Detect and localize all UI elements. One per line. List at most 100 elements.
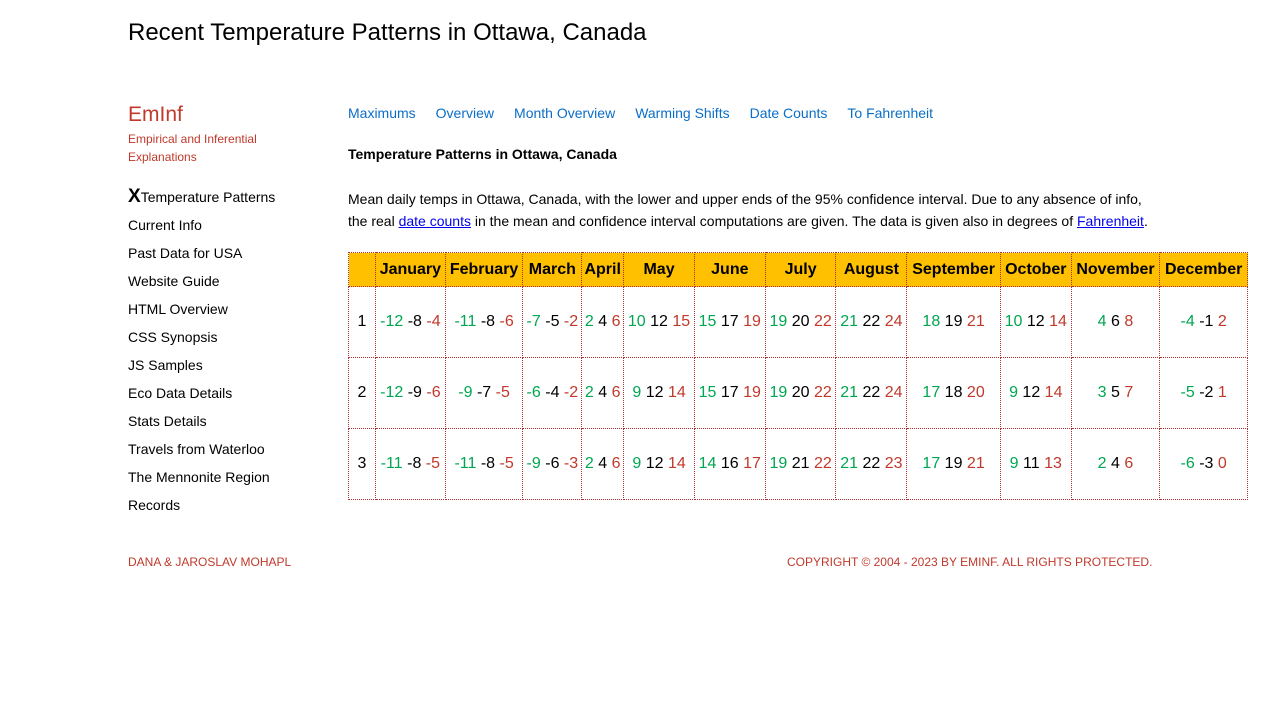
- top-nav-link[interactable]: Month Overview: [514, 105, 616, 121]
- temp-cell: 2 4 6: [581, 428, 625, 500]
- sidebar-item-label: Website Guide: [128, 273, 220, 289]
- sidebar-item[interactable]: Website Guide: [128, 267, 328, 295]
- temp-cell: 17 19 21: [906, 428, 1001, 500]
- upper-bound: 21: [966, 313, 985, 330]
- month-header: November: [1070, 252, 1161, 287]
- top-nav-link[interactable]: To Fahrenheit: [847, 105, 934, 121]
- lower-bound: -5: [1180, 384, 1195, 401]
- temp-cell: 2 4 6: [581, 286, 625, 358]
- top-nav-link[interactable]: Maximums: [348, 105, 416, 121]
- mean-temp: 22: [862, 313, 881, 330]
- lower-bound: 2: [584, 455, 594, 472]
- mean-temp: -5: [545, 313, 560, 330]
- month-header: June: [693, 252, 766, 287]
- sidebar-item[interactable]: XTemperature Patterns: [128, 183, 328, 211]
- sidebar-item[interactable]: The Mennonite Region: [128, 463, 328, 491]
- temp-cell: 10 12 15: [623, 286, 695, 358]
- sidebar-item[interactable]: CSS Synopsis: [128, 323, 328, 351]
- temp-cell: 9 12 14: [999, 357, 1072, 429]
- date-counts-link[interactable]: date counts: [398, 213, 471, 229]
- temp-cell: 2 4 6: [1070, 428, 1161, 500]
- upper-bound: 8: [1124, 313, 1134, 330]
- mean-temp: 16: [720, 455, 739, 472]
- brand-tagline: Empirical and Inferential Explanations: [128, 132, 257, 164]
- sidebar-item-label: Records: [128, 497, 181, 513]
- mean-temp: 19: [944, 313, 963, 330]
- lower-bound: 18: [922, 313, 941, 330]
- sidebar-item[interactable]: Current Info: [128, 211, 328, 239]
- mean-temp: -4: [545, 384, 560, 401]
- temp-cell: -6 -4 -2: [522, 357, 583, 429]
- lower-bound: 17: [922, 384, 941, 401]
- upper-bound: 14: [667, 384, 686, 401]
- sidebar-item[interactable]: Records: [128, 491, 328, 519]
- upper-bound: 14: [667, 455, 686, 472]
- temp-cell: -9 -7 -5: [444, 357, 524, 429]
- temp-cell: 9 12 14: [623, 428, 695, 500]
- mean-temp: -6: [545, 455, 560, 472]
- temp-cell: -9 -6 -3: [522, 428, 583, 500]
- top-nav-link[interactable]: Overview: [435, 105, 495, 121]
- day-cell: 3: [348, 428, 376, 500]
- lower-bound: 21: [840, 455, 859, 472]
- lower-bound: 10: [1004, 313, 1023, 330]
- temp-cell: 21 22 24: [835, 357, 908, 429]
- sidebar-nav: XTemperature Patterns Current Info Past Da…: [128, 183, 328, 519]
- upper-bound: 19: [743, 313, 761, 330]
- month-header: February: [444, 252, 524, 287]
- lower-bound: -11: [454, 313, 477, 330]
- upper-bound: 6: [611, 455, 621, 472]
- lower-bound: 2: [584, 313, 594, 330]
- upper-bound: -5: [425, 455, 441, 472]
- upper-bound: -2: [563, 384, 579, 401]
- upper-bound: -6: [426, 384, 441, 401]
- upper-bound: 17: [743, 455, 761, 472]
- upper-bound: 14: [1049, 313, 1067, 330]
- upper-bound: 19: [743, 384, 761, 401]
- sidebar-item-label: Current Info: [128, 217, 202, 233]
- fahrenheit-link[interactable]: Fahrenheit: [1077, 213, 1144, 229]
- sidebar-item-label: Eco Data Details: [128, 385, 233, 401]
- temp-cell: -11 -8 -5: [375, 428, 446, 500]
- sidebar-item-label: HTML Overview: [128, 301, 228, 317]
- lower-bound: -11: [454, 455, 477, 472]
- upper-bound: -6: [499, 313, 514, 330]
- upper-bound: 1: [1217, 384, 1227, 401]
- lower-bound: 19: [769, 384, 788, 401]
- upper-bound: -5: [499, 455, 514, 472]
- upper-bound: -4: [426, 313, 441, 330]
- top-nav-link[interactable]: Warming Shifts: [635, 105, 730, 121]
- sidebar-item[interactable]: Stats Details: [128, 407, 328, 435]
- month-header: January: [375, 252, 446, 287]
- brand-logo[interactable]: EmInf: [128, 103, 183, 126]
- lower-bound: 21: [840, 384, 859, 401]
- mean-temp: -8: [480, 455, 496, 472]
- mean-temp: -8: [480, 313, 496, 330]
- sidebar-item-label: The Mennonite Region: [128, 469, 270, 485]
- mean-temp: -2: [1199, 384, 1214, 401]
- sidebar-item-label: Stats Details: [128, 413, 207, 429]
- lower-bound: 3: [1097, 384, 1107, 401]
- temp-cell: -7 -5 -2: [522, 286, 583, 358]
- lower-bound: 21: [840, 313, 859, 330]
- mean-temp: -8: [407, 313, 422, 330]
- top-nav-link[interactable]: Date Counts: [749, 105, 828, 121]
- upper-bound: 6: [611, 384, 621, 401]
- mean-temp: 12: [650, 313, 668, 330]
- mean-temp: -1: [1199, 313, 1214, 330]
- sidebar-item[interactable]: JS Samples: [128, 351, 328, 379]
- lower-bound: 10: [627, 313, 646, 330]
- mean-temp: 4: [598, 384, 608, 401]
- sidebar-item[interactable]: HTML Overview: [128, 295, 328, 323]
- day-cell: 2: [348, 357, 376, 429]
- sidebar-item[interactable]: Eco Data Details: [128, 379, 328, 407]
- upper-bound: -5: [495, 384, 510, 401]
- lower-bound: 9: [1009, 384, 1018, 401]
- table-header-row: January February March April May June July Augu…: [348, 252, 1248, 287]
- lower-bound: -4: [1180, 313, 1195, 330]
- temp-cell: -11 -8 -5: [444, 428, 524, 500]
- sidebar-item[interactable]: Past Data for USA: [128, 239, 328, 267]
- sidebar-item[interactable]: Travels from Waterloo: [128, 435, 328, 463]
- mean-temp: 22: [862, 455, 881, 472]
- upper-bound: 24: [884, 384, 903, 401]
